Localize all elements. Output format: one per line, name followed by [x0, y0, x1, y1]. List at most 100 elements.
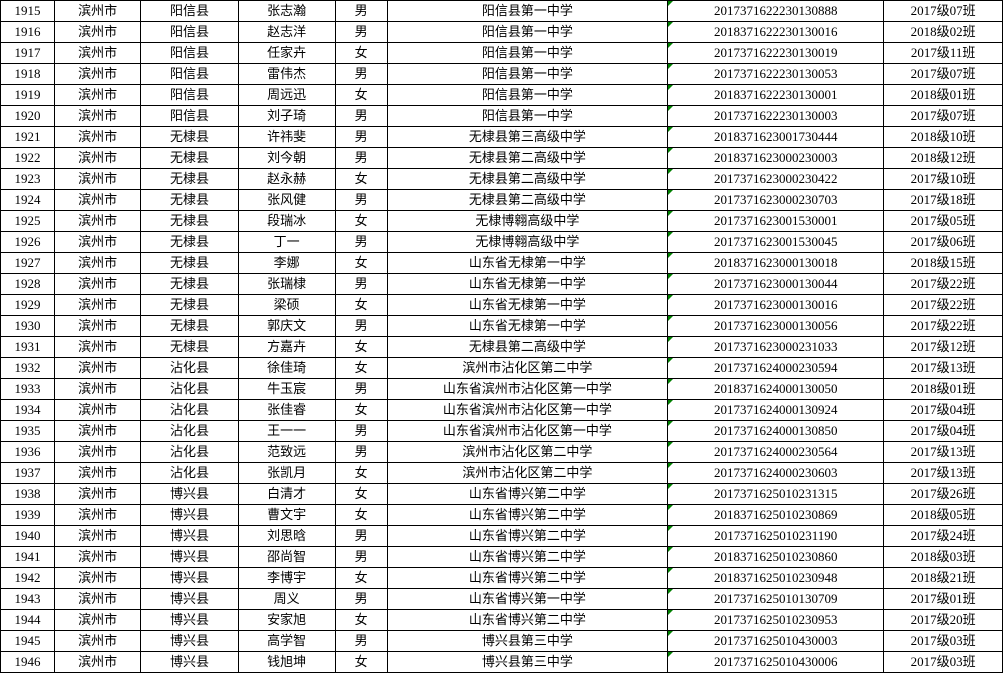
- table-row: 1928滨州市无棣县张瑞棣男山东省无棣第一中学20173716230001300…: [1, 274, 1003, 295]
- table-cell: 1916: [1, 22, 55, 43]
- table-cell: 滨州市: [54, 85, 140, 106]
- table-cell: 博兴县: [141, 631, 238, 652]
- table-cell: 2017级20班: [884, 610, 1003, 631]
- table-cell: 女: [335, 253, 387, 274]
- table-cell: 1934: [1, 400, 55, 421]
- table-row: 1940滨州市博兴县刘思晗男山东省博兴第二中学20173716250102311…: [1, 526, 1003, 547]
- table-cell: 2017371623001530001: [668, 211, 884, 232]
- table-cell: 男: [335, 127, 387, 148]
- table-cell: 李娜: [238, 253, 335, 274]
- table-cell: 沾化县: [141, 421, 238, 442]
- table-cell: 1943: [1, 589, 55, 610]
- table-cell: 无棣县: [141, 148, 238, 169]
- table-cell: 沾化县: [141, 442, 238, 463]
- table-cell: 滨州市沾化区第二中学: [387, 442, 668, 463]
- table-cell: 周义: [238, 589, 335, 610]
- table-cell: 1925: [1, 211, 55, 232]
- table-cell: 2018371625010230869: [668, 505, 884, 526]
- table-cell: 山东省滨州市沾化区第一中学: [387, 421, 668, 442]
- table-cell: 滨州市: [54, 22, 140, 43]
- table-cell: 2017371624000230603: [668, 463, 884, 484]
- table-cell: 男: [335, 442, 387, 463]
- table-cell: 滨州市: [54, 106, 140, 127]
- table-cell: 女: [335, 85, 387, 106]
- table-row: 1926滨州市无棣县丁一男无棣博翱高级中学2017371623001530045…: [1, 232, 1003, 253]
- table-cell: 1938: [1, 484, 55, 505]
- table-cell: 山东省博兴第二中学: [387, 484, 668, 505]
- table-cell: 1941: [1, 547, 55, 568]
- table-cell: 1936: [1, 442, 55, 463]
- table-cell: 博兴县: [141, 484, 238, 505]
- table-cell: 阳信县: [141, 85, 238, 106]
- table-row: 1919滨州市阳信县周远迅女阳信县第一中学2018371622230130001…: [1, 85, 1003, 106]
- table-cell: 2017级22班: [884, 274, 1003, 295]
- table-cell: 2018级01班: [884, 379, 1003, 400]
- table-cell: 1937: [1, 463, 55, 484]
- table-cell: 博兴县第三中学: [387, 652, 668, 673]
- table-cell: 1942: [1, 568, 55, 589]
- table-cell: 周远迅: [238, 85, 335, 106]
- table-cell: 滨州市: [54, 484, 140, 505]
- table-cell: 滨州市: [54, 589, 140, 610]
- table-cell: 女: [335, 652, 387, 673]
- table-row: 1921滨州市无棣县许祎斐男无棣县第三高级中学20183716230017304…: [1, 127, 1003, 148]
- table-cell: 2017371624000130850: [668, 421, 884, 442]
- table-cell: 博兴县: [141, 547, 238, 568]
- table-cell: 无棣县: [141, 316, 238, 337]
- table-cell: 1919: [1, 85, 55, 106]
- table-cell: 2017级24班: [884, 526, 1003, 547]
- table-cell: 2018371622230130001: [668, 85, 884, 106]
- table-cell: 男: [335, 316, 387, 337]
- table-cell: 2017371625010231315: [668, 484, 884, 505]
- table-cell: 2018级05班: [884, 505, 1003, 526]
- table-row: 1945滨州市博兴县高学智男博兴县第三中学2017371625010430003…: [1, 631, 1003, 652]
- table-cell: 张志瀚: [238, 1, 335, 22]
- table-cell: 2017级03班: [884, 652, 1003, 673]
- table-cell: 2018371625010230948: [668, 568, 884, 589]
- table-cell: 女: [335, 505, 387, 526]
- table-row: 1929滨州市无棣县梁硕女山东省无棣第一中学201737162300013001…: [1, 295, 1003, 316]
- table-cell: 沾化县: [141, 358, 238, 379]
- table-cell: 2017371625010231190: [668, 526, 884, 547]
- table-cell: 滨州市: [54, 1, 140, 22]
- table-cell: 2017371622230130019: [668, 43, 884, 64]
- table-cell: 2018371624000130050: [668, 379, 884, 400]
- table-cell: 1927: [1, 253, 55, 274]
- table-cell: 2017级22班: [884, 295, 1003, 316]
- data-table: 1915滨州市阳信县张志瀚男阳信县第一中学2017371622230130888…: [0, 0, 1003, 673]
- table-cell: 博兴县: [141, 589, 238, 610]
- table-row: 1916滨州市阳信县赵志洋男阳信县第一中学2018371622230130016…: [1, 22, 1003, 43]
- table-row: 1939滨州市博兴县曹文宇女山东省博兴第二中学20183716250102308…: [1, 505, 1003, 526]
- table-cell: 2018371623000130018: [668, 253, 884, 274]
- table-cell: 范致远: [238, 442, 335, 463]
- table-row: 1924滨州市无棣县张风健男无棣县第二高级中学20173716230002307…: [1, 190, 1003, 211]
- table-cell: 2017371622230130888: [668, 1, 884, 22]
- table-cell: 赵志洋: [238, 22, 335, 43]
- table-cell: 男: [335, 526, 387, 547]
- table-cell: 郭庆文: [238, 316, 335, 337]
- table-cell: 博兴县: [141, 526, 238, 547]
- table-cell: 2017371623000130016: [668, 295, 884, 316]
- table-cell: 无棣县第二高级中学: [387, 148, 668, 169]
- table-cell: 1915: [1, 1, 55, 22]
- table-row: 1931滨州市无棣县方嘉卉女无棣县第二高级中学20173716230002310…: [1, 337, 1003, 358]
- table-cell: 2017级10班: [884, 169, 1003, 190]
- table-cell: 无棣县第三高级中学: [387, 127, 668, 148]
- table-cell: 滨州市: [54, 505, 140, 526]
- table-cell: 滨州市: [54, 337, 140, 358]
- table-cell: 博兴县: [141, 568, 238, 589]
- table-cell: 阳信县第一中学: [387, 1, 668, 22]
- table-row: 1935滨州市沾化县王一一男山东省滨州市沾化区第一中学2017371624000…: [1, 421, 1003, 442]
- table-row: 1942滨州市博兴县李博宇女山东省博兴第二中学20183716250102309…: [1, 568, 1003, 589]
- table-cell: 女: [335, 295, 387, 316]
- table-cell: 1918: [1, 64, 55, 85]
- table-cell: 1933: [1, 379, 55, 400]
- table-cell: 男: [335, 589, 387, 610]
- table-cell: 山东省无棣第一中学: [387, 274, 668, 295]
- table-cell: 段瑞冰: [238, 211, 335, 232]
- table-cell: 2018371622230130016: [668, 22, 884, 43]
- table-cell: 滨州市: [54, 463, 140, 484]
- table-cell: 山东省博兴第一中学: [387, 589, 668, 610]
- table-cell: 无棣博翱高级中学: [387, 232, 668, 253]
- table-cell: 2017371625010430003: [668, 631, 884, 652]
